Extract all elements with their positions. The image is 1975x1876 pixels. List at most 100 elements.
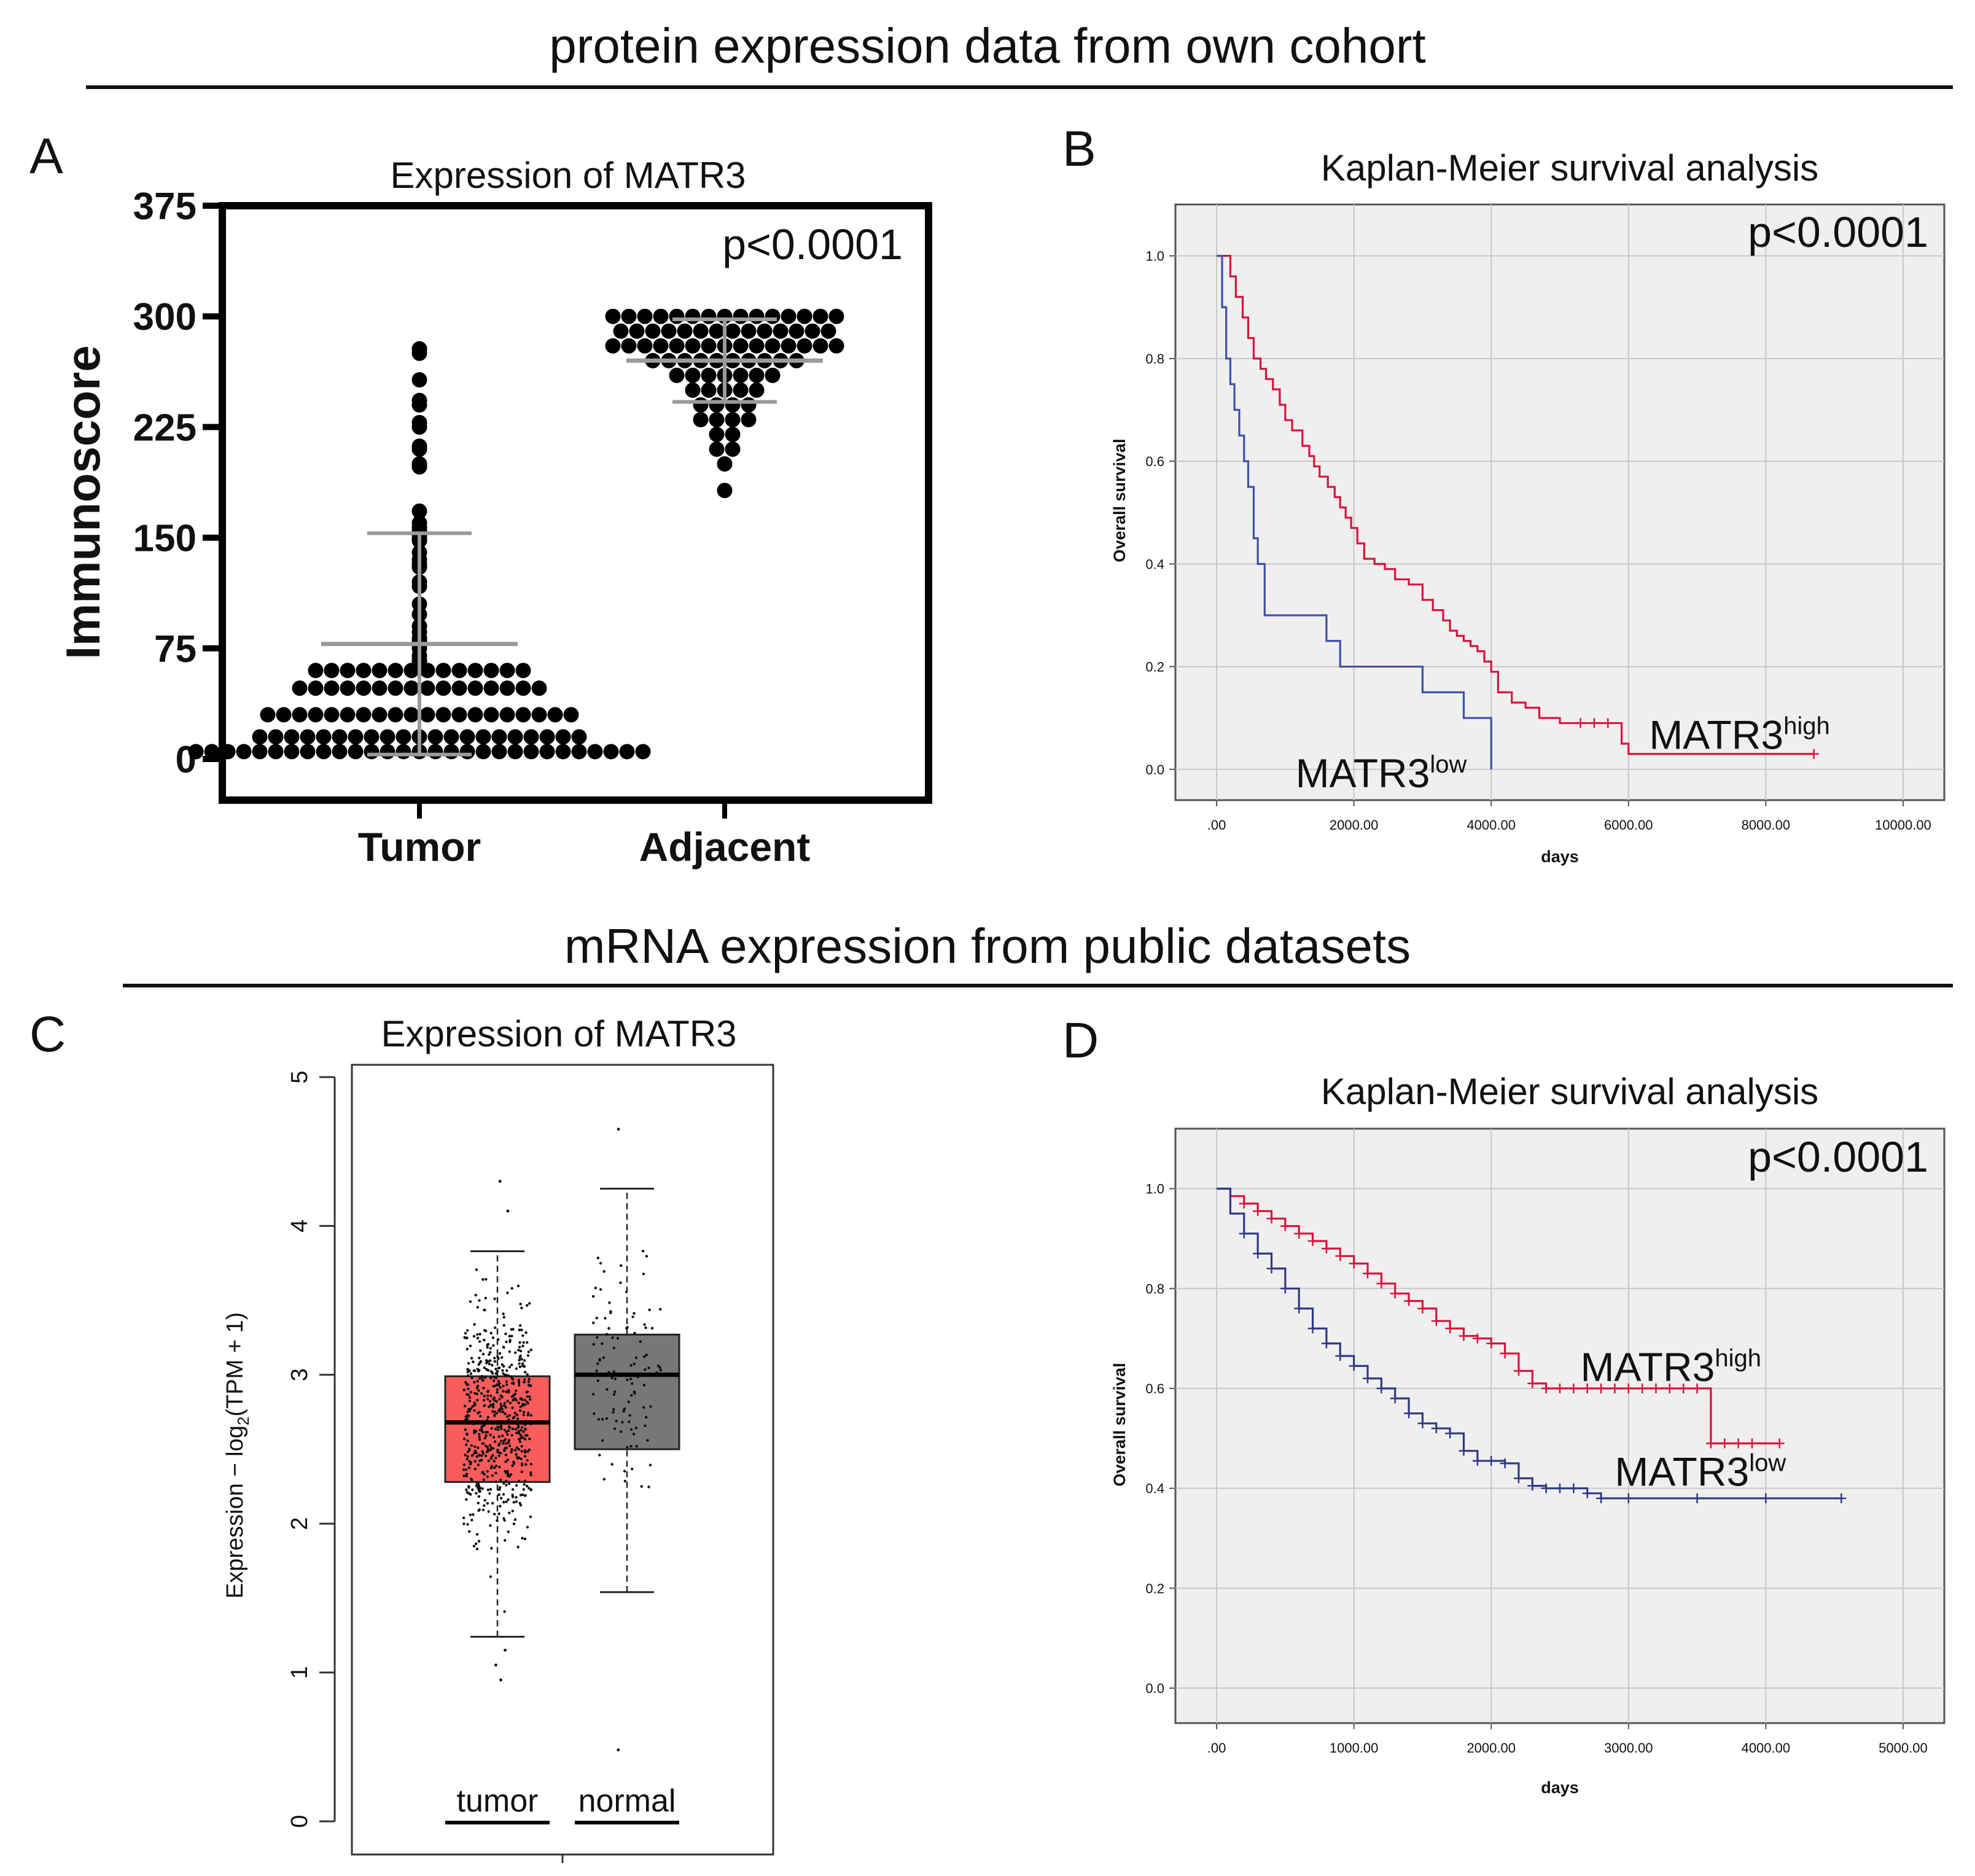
panel-c-point — [462, 1438, 466, 1441]
section-title-protein: protein expression data from own cohort — [549, 18, 1425, 73]
panel-c-point — [508, 1444, 512, 1447]
panel-c-point — [469, 1300, 472, 1303]
panel-a-x-tick-label: Tumor — [358, 824, 481, 870]
panel-c-point — [526, 1395, 529, 1398]
panel-c-point — [465, 1473, 469, 1476]
panel-c-point — [507, 1441, 510, 1444]
panel-c-point — [499, 1403, 502, 1406]
panel-c-point — [523, 1483, 526, 1486]
panel-c-point — [489, 1403, 493, 1407]
panel-c-point — [498, 1465, 501, 1469]
panel-a-data-dot — [499, 663, 515, 679]
panel-a-data-dot — [725, 441, 741, 457]
panel-c-point — [515, 1398, 518, 1402]
panel-c-point — [464, 1381, 467, 1384]
panel-c-point — [513, 1412, 516, 1415]
panel-c-point — [497, 1380, 500, 1383]
km-group-label: MATR3high — [1649, 712, 1829, 757]
panel-c-point — [510, 1448, 513, 1451]
panel-c-point — [520, 1426, 524, 1429]
panel-b-km-plot: Kaplan-Meier survival analysis .00 2000.0… — [1110, 147, 1946, 866]
panel-a-data-dot — [356, 680, 372, 696]
panel-c-point — [515, 1413, 519, 1417]
panel-c-point — [494, 1384, 497, 1387]
panel-a-data-dot — [411, 503, 427, 519]
panel-c-point — [591, 1393, 595, 1396]
panel-c-point — [529, 1515, 532, 1519]
panel-c-point — [518, 1324, 522, 1327]
panel-c-point — [480, 1458, 483, 1462]
panel-c-point — [633, 1390, 636, 1393]
panel-b-p-value: p<0.0001 — [1748, 208, 1928, 256]
panel-c-point — [502, 1442, 505, 1445]
panel-c-point — [501, 1395, 504, 1399]
panel-c-point — [465, 1488, 468, 1492]
panel-a-data-dot — [388, 663, 403, 679]
panel-c-point — [473, 1449, 477, 1452]
panel-c-point — [466, 1374, 470, 1377]
panel-a-data-dot — [467, 707, 483, 723]
panel-c-point — [521, 1344, 524, 1348]
panel-c-point — [497, 1512, 501, 1516]
panel-c-point — [526, 1304, 529, 1307]
panel-a-data-dot — [324, 663, 340, 679]
panel-c-point — [511, 1406, 514, 1409]
panel-c-point — [479, 1414, 482, 1418]
panel-a-data-dot — [419, 680, 435, 696]
panel-a-data-dot — [701, 382, 717, 398]
panel-c-point — [475, 1547, 479, 1551]
panel-c-point — [499, 1504, 502, 1508]
panel-a-data-dot — [284, 729, 300, 745]
panel-c-point — [526, 1414, 529, 1417]
panel-c-point — [470, 1454, 474, 1457]
panel-c-point — [626, 1446, 629, 1449]
panel-c-point — [611, 1336, 614, 1339]
panel-c-point — [629, 1428, 633, 1431]
panel-c-point — [642, 1384, 646, 1387]
panel-c-point — [493, 1396, 496, 1399]
panel-a-data-dot — [749, 382, 765, 398]
panel-a-data-dot — [603, 744, 619, 760]
panel-c-point — [493, 1414, 496, 1417]
panel-c-point — [478, 1438, 481, 1441]
panel-c-point — [478, 1299, 481, 1302]
panel-c-point — [620, 1264, 623, 1267]
panel-c-point — [473, 1403, 477, 1407]
panel-c-point — [628, 1420, 631, 1423]
panel-c-point — [498, 1486, 502, 1489]
panel-a-data-dot — [693, 411, 709, 427]
panel-c-point — [521, 1536, 524, 1539]
panel-c-point — [466, 1523, 469, 1526]
panel-c-point — [502, 1315, 505, 1319]
panel-c-point — [494, 1457, 497, 1460]
panel-c-point — [529, 1463, 533, 1466]
panel-c-point — [643, 1323, 646, 1326]
panel-c-point — [481, 1450, 484, 1453]
panel-c-point — [647, 1485, 650, 1489]
panel-a-data-dot — [523, 744, 539, 760]
panel-c-point — [633, 1312, 636, 1315]
panel-c-point — [481, 1442, 485, 1445]
panel-c-point — [495, 1371, 498, 1375]
panel-c-x-labels: tumor normal — [445, 1783, 679, 1824]
panel-c-point — [518, 1358, 521, 1362]
panel-c-point — [507, 1429, 510, 1433]
panel-c-point — [528, 1438, 531, 1441]
panel-c-point — [658, 1366, 661, 1369]
panel-c-point — [520, 1445, 523, 1448]
panel-c-point — [469, 1513, 472, 1517]
panel-b-curves: MATR3high MATR3low — [1217, 255, 1830, 796]
panel-c-point — [505, 1415, 509, 1418]
panel-c-point — [505, 1341, 508, 1344]
panel-d-x-axis-label: days — [1541, 1778, 1579, 1797]
panel-c-point — [489, 1466, 493, 1469]
panel-c-point — [464, 1332, 467, 1335]
panel-c-point — [493, 1440, 497, 1443]
panel-c-point — [505, 1442, 508, 1445]
km-y-tick-label: 0.0 — [1145, 762, 1164, 777]
panel-c-point — [499, 1410, 502, 1413]
panel-c-point — [505, 1484, 508, 1487]
panel-c-point — [528, 1377, 531, 1381]
panel-c-point — [608, 1301, 611, 1304]
panel-c-point — [644, 1424, 647, 1427]
